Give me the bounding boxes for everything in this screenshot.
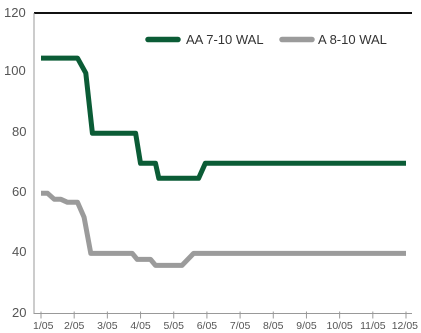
y-tick-label-60: 60 xyxy=(12,184,26,199)
y-axis-labels: 120 100 80 60 40 20 xyxy=(4,5,26,320)
legend-label-aa-7-10-wal: AA 7-10 WAL xyxy=(186,32,264,47)
series-line-aa-7-10-wal xyxy=(41,55,406,181)
x-tick-label: 1/05 xyxy=(33,320,54,332)
x-tick-label: 8/05 xyxy=(263,320,284,332)
x-tick-label: 11/05 xyxy=(360,320,386,332)
legend: AA 7-10 WAL A 8-10 WAL xyxy=(145,32,387,47)
x-tick-label: 12/05 xyxy=(392,320,418,332)
legend-label-a-8-10-wal: A 8-10 WAL xyxy=(318,32,387,47)
x-tick-label: 9/05 xyxy=(296,320,317,332)
series-line-a-8-10-wal xyxy=(41,190,406,268)
x-tick-label: 6/05 xyxy=(197,320,218,332)
y-tick-label-40: 40 xyxy=(12,244,26,259)
x-tick-label: 5/05 xyxy=(164,320,185,332)
x-tick-label: 3/05 xyxy=(97,320,118,332)
x-axis-labels: 1/05 2/05 3/05 4/05 5/05 6/05 7/05 8/05 9/05 10/0… xyxy=(33,320,418,332)
x-tick-label: 4/05 xyxy=(130,320,151,332)
x-tick-label: 7/05 xyxy=(230,320,251,332)
series-lines xyxy=(41,55,406,268)
x-tick-label: 2/05 xyxy=(64,320,85,332)
y-tick-label-120: 120 xyxy=(4,5,26,20)
y-tick-label-20: 20 xyxy=(12,305,26,320)
y-tick-label-100: 100 xyxy=(4,63,26,78)
x-tick-label: 10/05 xyxy=(326,320,352,332)
y-tick-label-80: 80 xyxy=(12,124,26,139)
x-axis-ticks xyxy=(40,311,407,319)
